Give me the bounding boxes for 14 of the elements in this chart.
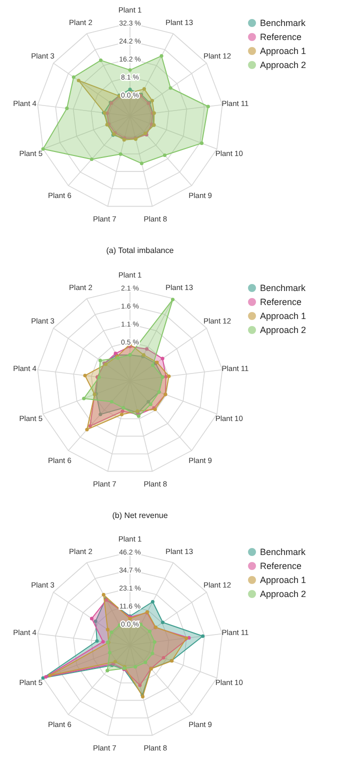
legend-label: Reference (260, 561, 302, 572)
legend-label: Approach 1 (260, 46, 306, 56)
text: (a) Total imbalance (106, 246, 174, 255)
legend-label: Approach 1 (260, 311, 306, 322)
legend-label: Benchmark (260, 18, 306, 28)
text: (b) Net revenue (112, 511, 168, 520)
legend-label: Approach 2 (260, 589, 306, 600)
legend-label: Benchmark (260, 547, 306, 558)
legend-label: Reference (260, 32, 302, 42)
legend-label: Benchmark (260, 283, 306, 294)
legend-label: Approach 2 (260, 325, 306, 336)
legend-label: Reference (260, 297, 302, 308)
legend-label: Approach 1 (260, 575, 306, 586)
legend-label: Approach 2 (260, 60, 306, 70)
